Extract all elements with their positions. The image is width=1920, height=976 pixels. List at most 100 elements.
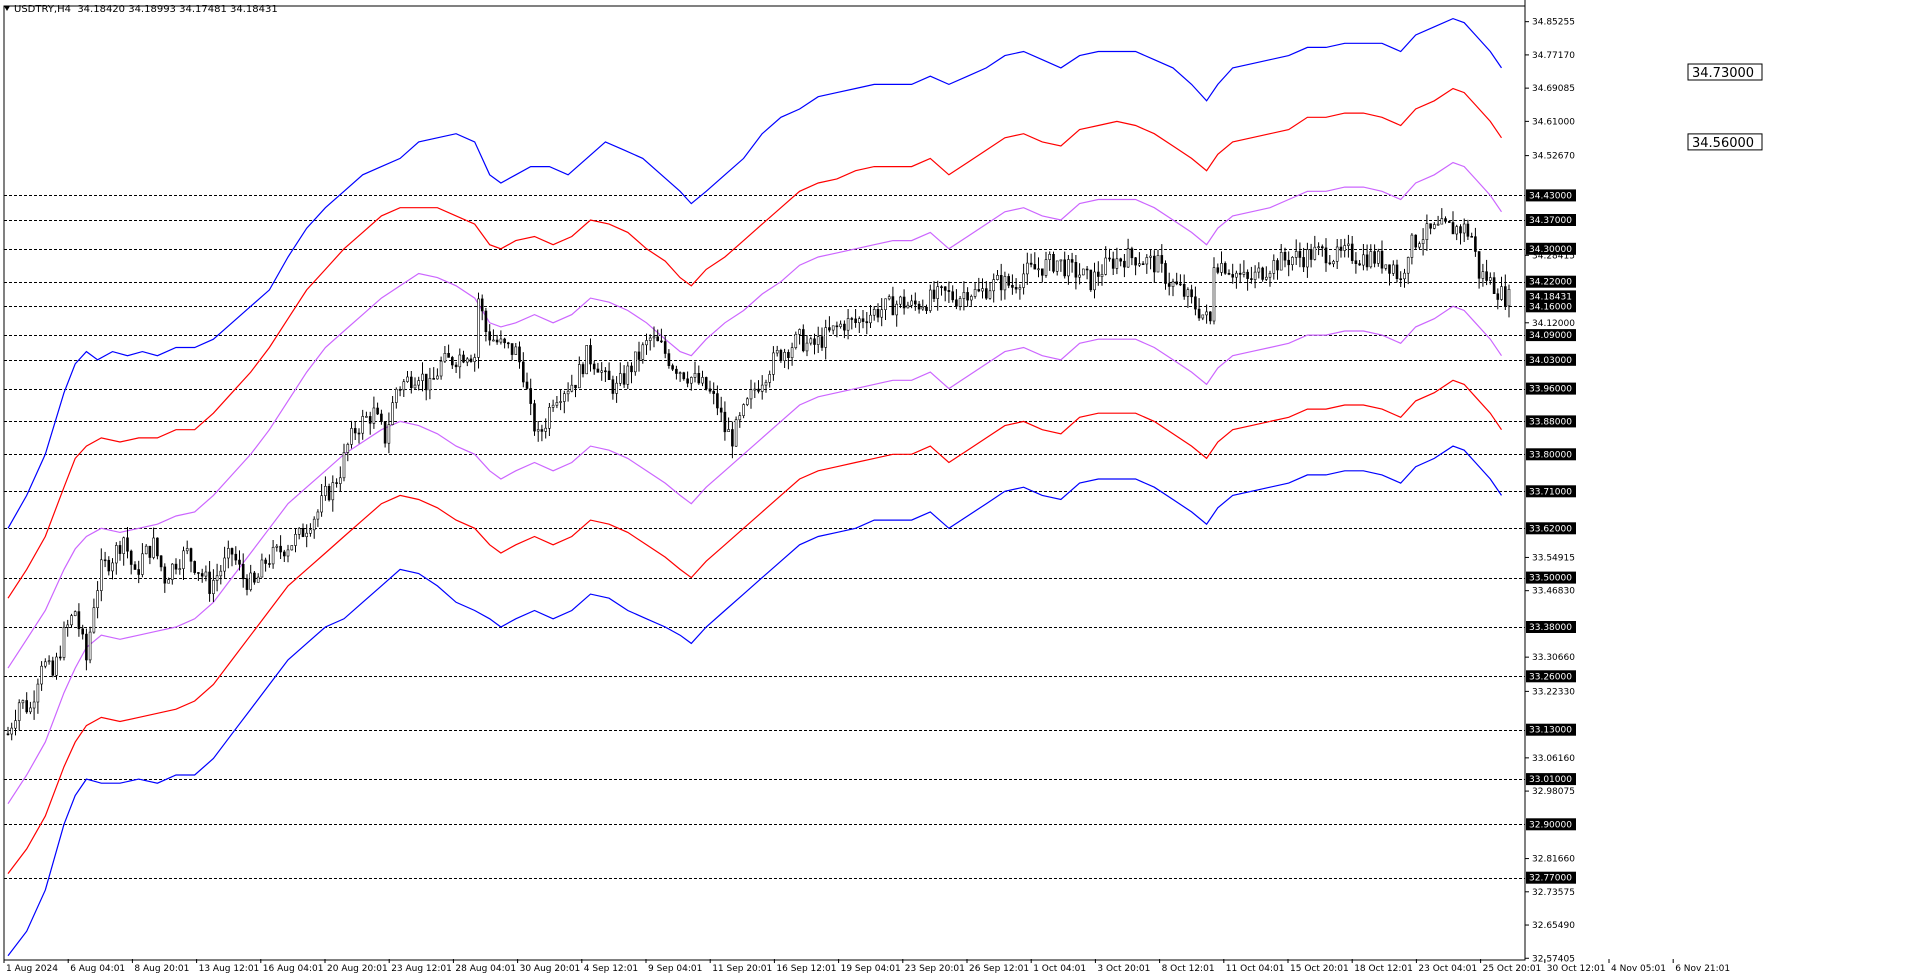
candle-body	[738, 415, 742, 421]
candle-body	[1504, 286, 1507, 307]
candle-body	[320, 495, 323, 513]
candle-body	[387, 424, 391, 444]
candle-body	[1287, 259, 1290, 266]
candle-body	[1003, 276, 1007, 291]
level-tag[interactable]	[1526, 329, 1576, 342]
price-tick-label: 33.22330	[1532, 687, 1575, 697]
candle-body	[1276, 260, 1279, 271]
candle-body	[1250, 278, 1253, 280]
candle-body	[1395, 264, 1399, 279]
candle-body	[122, 537, 125, 554]
candle-body	[727, 429, 730, 433]
level-tag[interactable]	[1526, 571, 1576, 584]
candle-body	[10, 727, 13, 735]
candle-body	[1220, 263, 1223, 273]
level-tag[interactable]	[1526, 242, 1576, 255]
level-tag[interactable]	[1526, 773, 1576, 786]
candle-body	[1283, 252, 1287, 261]
candle-body	[62, 626, 66, 658]
candle-body	[1130, 248, 1134, 259]
candle-body	[1306, 249, 1309, 268]
candle-body	[133, 564, 137, 570]
time-tick-label: 23 Sep 20:01	[905, 964, 965, 974]
candle-body	[301, 527, 305, 537]
candle-body	[839, 323, 842, 327]
candle-body	[981, 288, 984, 292]
symbol-header: USDTRY,H4 34.18420 34.18993 34.17481 34.…	[4, 4, 278, 15]
price-annotation-box[interactable]	[1687, 63, 1763, 81]
candle-body	[144, 545, 148, 555]
candle-body	[999, 274, 1003, 291]
candle-body	[671, 365, 674, 370]
price-tick-label: 32.81660	[1532, 855, 1575, 865]
price-tick-label: 34.77170	[1532, 51, 1575, 61]
candle-body	[1339, 246, 1343, 251]
price-tick-label: 32.65490	[1532, 921, 1575, 931]
candle-body	[805, 342, 809, 352]
candle-body	[279, 545, 282, 553]
candle-body	[185, 548, 189, 552]
candle-body	[115, 545, 118, 564]
level-tag[interactable]	[1526, 871, 1576, 884]
candle-body	[256, 576, 260, 583]
candle-body	[1485, 271, 1488, 281]
candle-body	[1444, 218, 1447, 222]
level-tag[interactable]	[1526, 415, 1576, 428]
candle-body	[992, 279, 996, 292]
candle-body	[1085, 268, 1089, 271]
candle-body	[1489, 277, 1492, 281]
candle-body	[816, 336, 820, 345]
candle-body	[775, 349, 779, 354]
level-tag[interactable]	[1526, 621, 1576, 633]
candle-body	[394, 388, 398, 403]
candle-body	[787, 351, 790, 358]
candle-body	[238, 559, 241, 565]
candle-body	[1399, 278, 1402, 281]
candle-body	[47, 660, 51, 663]
candle-body	[227, 548, 230, 559]
level-tag-label: 34.37000	[1529, 216, 1572, 226]
level-tag[interactable]	[1526, 723, 1576, 736]
candle-body	[1111, 258, 1115, 269]
plot-frame	[3, 5, 1526, 961]
candle-body	[350, 428, 353, 445]
price-tick-label: 32.73575	[1532, 888, 1575, 898]
level-tag[interactable]	[1526, 189, 1576, 202]
candle-body	[503, 338, 506, 344]
level-tag[interactable]	[1526, 214, 1576, 226]
candle-body	[891, 296, 895, 316]
candle-body	[1302, 257, 1305, 268]
level-tag[interactable]	[1526, 353, 1576, 366]
candle-body	[73, 611, 77, 616]
candle-body	[850, 318, 854, 320]
dropdown-triangle-icon[interactable]	[4, 6, 10, 11]
candle-body	[1421, 239, 1425, 244]
level-tag[interactable]	[1526, 818, 1576, 831]
level-tag[interactable]	[1526, 485, 1576, 498]
level-tag[interactable]	[1526, 382, 1576, 395]
candle-body	[1205, 311, 1208, 316]
level-tag[interactable]	[1526, 670, 1576, 683]
candle-body	[327, 485, 331, 501]
level-tag[interactable]	[1526, 448, 1576, 461]
candle-body	[21, 700, 25, 704]
candle-body	[966, 292, 969, 301]
candle-body	[436, 375, 439, 380]
candle-body	[1358, 263, 1361, 266]
level-tag[interactable]	[1526, 300, 1576, 313]
time-tick-label: 30 Aug 20:01	[520, 964, 581, 974]
level-tag-label: 32.90000	[1529, 820, 1572, 830]
candle-body	[372, 407, 376, 424]
candle-body	[1291, 256, 1294, 265]
candle-body	[376, 407, 379, 415]
candle-body	[346, 444, 350, 453]
level-tag[interactable]	[1526, 522, 1576, 535]
candle-body	[85, 633, 88, 661]
price-annotation-box[interactable]	[1687, 133, 1763, 151]
level-tag[interactable]	[1526, 275, 1576, 288]
candle-body	[316, 511, 320, 520]
candle-body	[574, 384, 577, 389]
candle-body	[887, 296, 891, 300]
candle-body	[742, 404, 745, 416]
